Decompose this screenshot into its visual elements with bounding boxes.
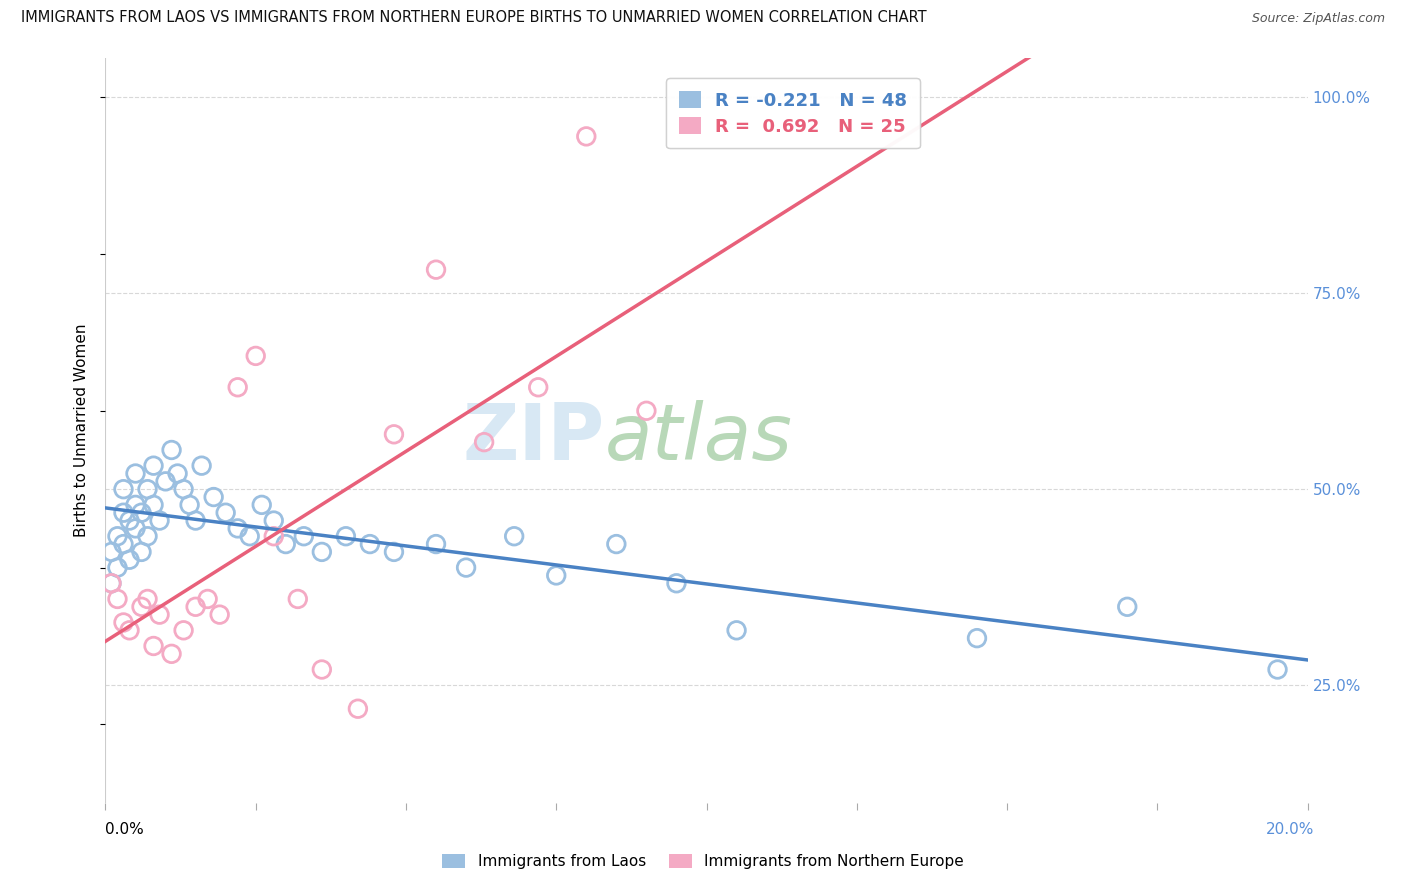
Point — [575, 129, 598, 144]
Point — [100, 545, 122, 559]
Point — [107, 560, 129, 574]
Point — [665, 576, 688, 591]
Point — [118, 514, 141, 528]
Point — [425, 537, 447, 551]
Point — [184, 514, 207, 528]
Point — [184, 599, 207, 614]
Point — [382, 545, 405, 559]
Point — [335, 529, 357, 543]
Point — [1267, 663, 1289, 677]
Point — [546, 568, 568, 582]
Point — [148, 607, 170, 622]
Point — [202, 490, 225, 504]
Point — [226, 380, 249, 394]
Point — [263, 514, 285, 528]
Point — [190, 458, 212, 473]
Point — [136, 482, 159, 496]
Legend: Immigrants from Laos, Immigrants from Northern Europe: Immigrants from Laos, Immigrants from No… — [436, 847, 970, 875]
Point — [287, 591, 309, 606]
Point — [100, 576, 122, 591]
Legend: R = -0.221   N = 48, R =  0.692   N = 25: R = -0.221 N = 48, R = 0.692 N = 25 — [666, 78, 920, 148]
Text: Source: ZipAtlas.com: Source: ZipAtlas.com — [1251, 12, 1385, 25]
Point — [136, 591, 159, 606]
Text: 20.0%: 20.0% — [1267, 822, 1315, 837]
Point — [173, 624, 195, 638]
Point — [263, 529, 285, 543]
Y-axis label: Births to Unmarried Women: Births to Unmarried Women — [75, 324, 90, 537]
Point — [142, 639, 165, 653]
Point — [142, 498, 165, 512]
Point — [124, 521, 146, 535]
Point — [112, 506, 135, 520]
Point — [124, 467, 146, 481]
Point — [118, 553, 141, 567]
Point — [131, 599, 153, 614]
Point — [311, 545, 333, 559]
Point — [311, 663, 333, 677]
Point — [347, 702, 370, 716]
Point — [226, 521, 249, 535]
Point — [160, 647, 183, 661]
Point — [292, 529, 315, 543]
Point — [503, 529, 526, 543]
Point — [112, 537, 135, 551]
Point — [131, 506, 153, 520]
Point — [107, 529, 129, 543]
Point — [472, 435, 495, 450]
Point — [1116, 599, 1139, 614]
Point — [107, 591, 129, 606]
Point — [155, 475, 177, 489]
Text: IMMIGRANTS FROM LAOS VS IMMIGRANTS FROM NORTHERN EUROPE BIRTHS TO UNMARRIED WOME: IMMIGRANTS FROM LAOS VS IMMIGRANTS FROM … — [21, 11, 927, 25]
Point — [142, 458, 165, 473]
Point — [112, 615, 135, 630]
Point — [725, 624, 748, 638]
Point — [136, 529, 159, 543]
Text: 0.0%: 0.0% — [105, 822, 145, 837]
Point — [173, 482, 195, 496]
Point — [274, 537, 297, 551]
Point — [245, 349, 267, 363]
Text: atlas: atlas — [605, 400, 792, 475]
Point — [179, 498, 201, 512]
Point — [382, 427, 405, 442]
Point — [636, 404, 658, 418]
Text: ZIP: ZIP — [463, 400, 605, 475]
Point — [197, 591, 219, 606]
Point — [100, 576, 122, 591]
Point — [214, 506, 236, 520]
Point — [124, 498, 146, 512]
Point — [250, 498, 273, 512]
Point — [425, 262, 447, 277]
Point — [166, 467, 188, 481]
Point — [118, 624, 141, 638]
Point — [160, 442, 183, 457]
Point — [148, 514, 170, 528]
Point — [454, 560, 477, 574]
Point — [239, 529, 262, 543]
Point — [112, 482, 135, 496]
Point — [966, 631, 988, 645]
Point — [131, 545, 153, 559]
Point — [527, 380, 550, 394]
Point — [605, 537, 627, 551]
Point — [208, 607, 231, 622]
Point — [359, 537, 381, 551]
